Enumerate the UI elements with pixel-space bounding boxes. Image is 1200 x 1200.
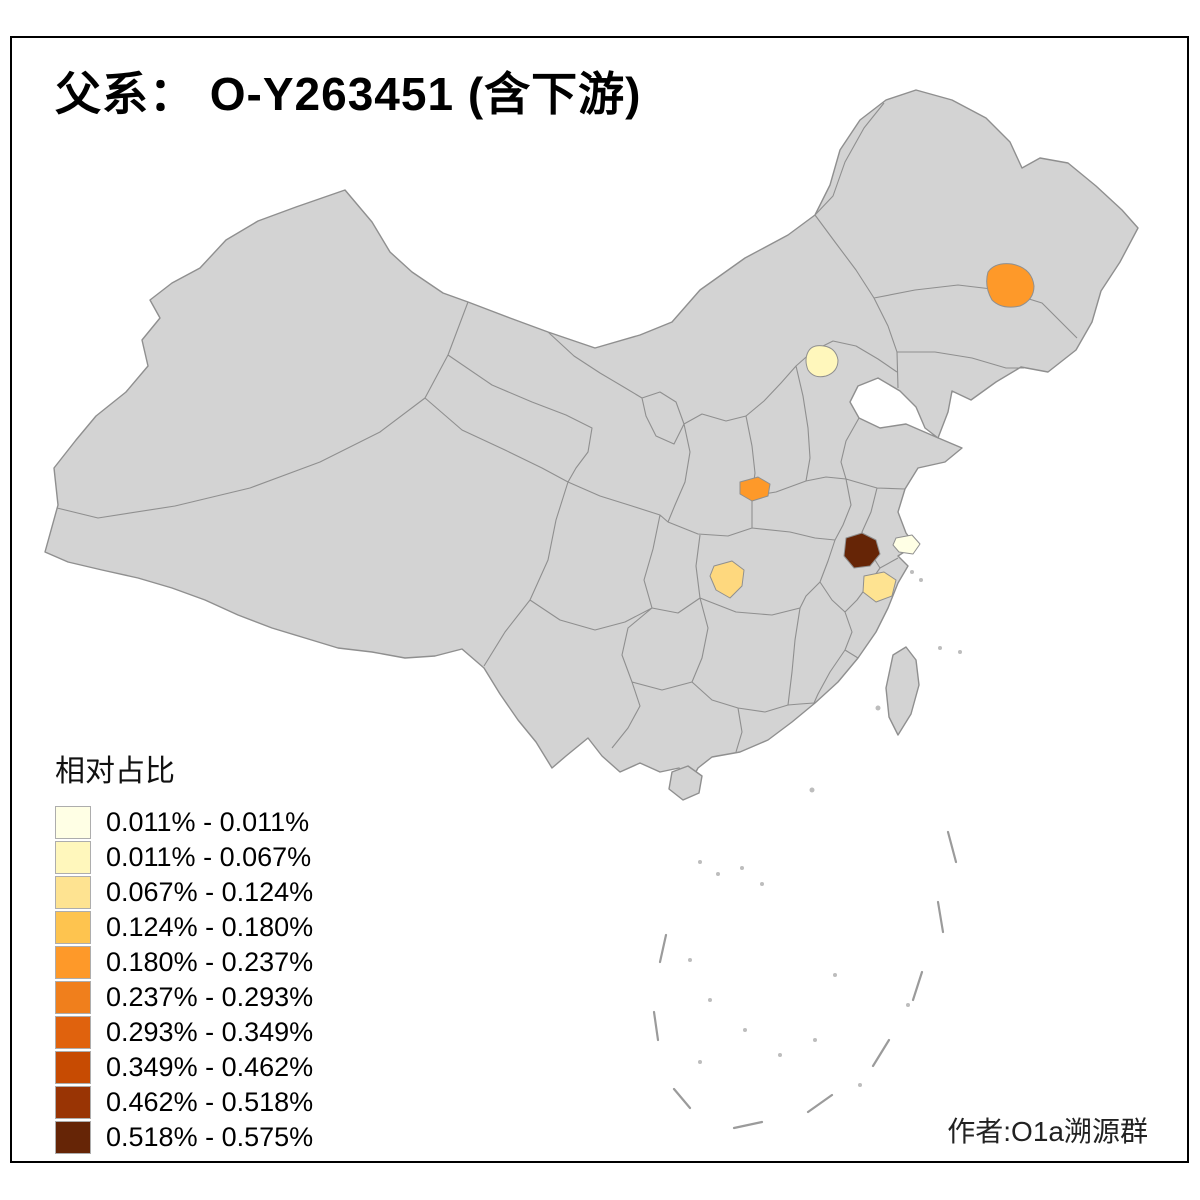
legend-class-label: 0.011% - 0.067%: [106, 842, 312, 872]
legend-class-label: 0.349% - 0.462%: [106, 1052, 314, 1082]
legend-row: 0.518% - 0.575%: [55, 1121, 313, 1154]
legend-class-label: 0.237% - 0.293%: [106, 982, 314, 1012]
small-islands-group: [688, 570, 962, 1087]
island-dot: [919, 578, 923, 582]
legend-class-label: 0.518% - 0.575%: [106, 1122, 314, 1152]
legend-swatch: [55, 1121, 91, 1154]
island-dot: [958, 650, 962, 654]
legend-row: 0.462% - 0.518%: [55, 1086, 313, 1119]
legend-class-label: 0.293% - 0.349%: [106, 1017, 314, 1047]
island-dot: [743, 1028, 747, 1032]
legend-swatch: [55, 1086, 91, 1119]
legend-row: 0.067% - 0.124%: [55, 876, 313, 909]
legend-swatch: [55, 911, 91, 944]
legend-swatch: [55, 1051, 91, 1084]
island-dot: [809, 787, 815, 793]
region-shanghai-area: [892, 534, 921, 555]
island-dot: [813, 1038, 817, 1042]
legend-class-label: 0.011% - 0.011%: [106, 807, 310, 837]
region-beijing-area: [805, 345, 839, 378]
legend-row: 0.011% - 0.067%: [55, 841, 313, 874]
region-nanjing-anhui-area: [843, 532, 881, 569]
island-dot: [910, 570, 914, 574]
page-title: 父系： O-Y263451 (含下游): [55, 68, 642, 120]
legend-row: 0.124% - 0.180%: [55, 911, 313, 944]
plot-frame: [10, 36, 1189, 1163]
legend-class-label: 0.067% - 0.124%: [106, 877, 314, 907]
legend-class-label: 0.180% - 0.237%: [106, 947, 314, 977]
island-dot: [938, 646, 942, 650]
legend-swatch: [55, 1016, 91, 1049]
author-credit: 作者:O1a溯源群: [947, 1116, 1148, 1147]
legend-swatch: [55, 841, 91, 874]
island-dot: [858, 1083, 862, 1087]
island-dot: [906, 1003, 910, 1007]
island-dot: [778, 1053, 782, 1057]
legend: 相对占比 0.011% - 0.011% 0.011% - 0.067% 0.0…: [55, 746, 313, 1156]
island-dot: [688, 958, 692, 962]
legend-class-label: 0.462% - 0.518%: [106, 1087, 314, 1117]
region-guanzhong-area: [739, 476, 771, 502]
legend-row: 0.011% - 0.011%: [55, 806, 313, 839]
island-dot: [760, 882, 764, 886]
legend-swatch: [55, 946, 91, 979]
island-dot: [708, 998, 712, 1002]
legend-class-label: 0.124% - 0.180%: [106, 912, 314, 942]
region-harbin-area: [986, 263, 1035, 308]
legend-swatch: [55, 981, 91, 1014]
legend-swatch: [55, 876, 91, 909]
hainan-island: [668, 765, 703, 801]
island-dot: [875, 705, 881, 711]
island-dot: [698, 860, 702, 864]
legend-swatch: [55, 806, 91, 839]
china-mainland-shape: [44, 89, 1139, 784]
region-north-zhejiang-area: [862, 571, 897, 603]
island-dot: [833, 973, 837, 977]
legend-row: 0.293% - 0.349%: [55, 1016, 313, 1049]
taiwan-island: [885, 646, 920, 736]
legend-row: 0.237% - 0.293%: [55, 981, 313, 1014]
nine-dash-line: [652, 830, 958, 1130]
legend-title: 相对占比: [55, 755, 175, 788]
region-central-hubei-area: [709, 560, 745, 599]
island-dot: [698, 1060, 702, 1064]
legend-row: 0.180% - 0.237%: [55, 946, 313, 979]
island-dot: [716, 872, 720, 876]
island-dot: [740, 866, 744, 870]
legend-row: 0.349% - 0.462%: [55, 1051, 313, 1084]
